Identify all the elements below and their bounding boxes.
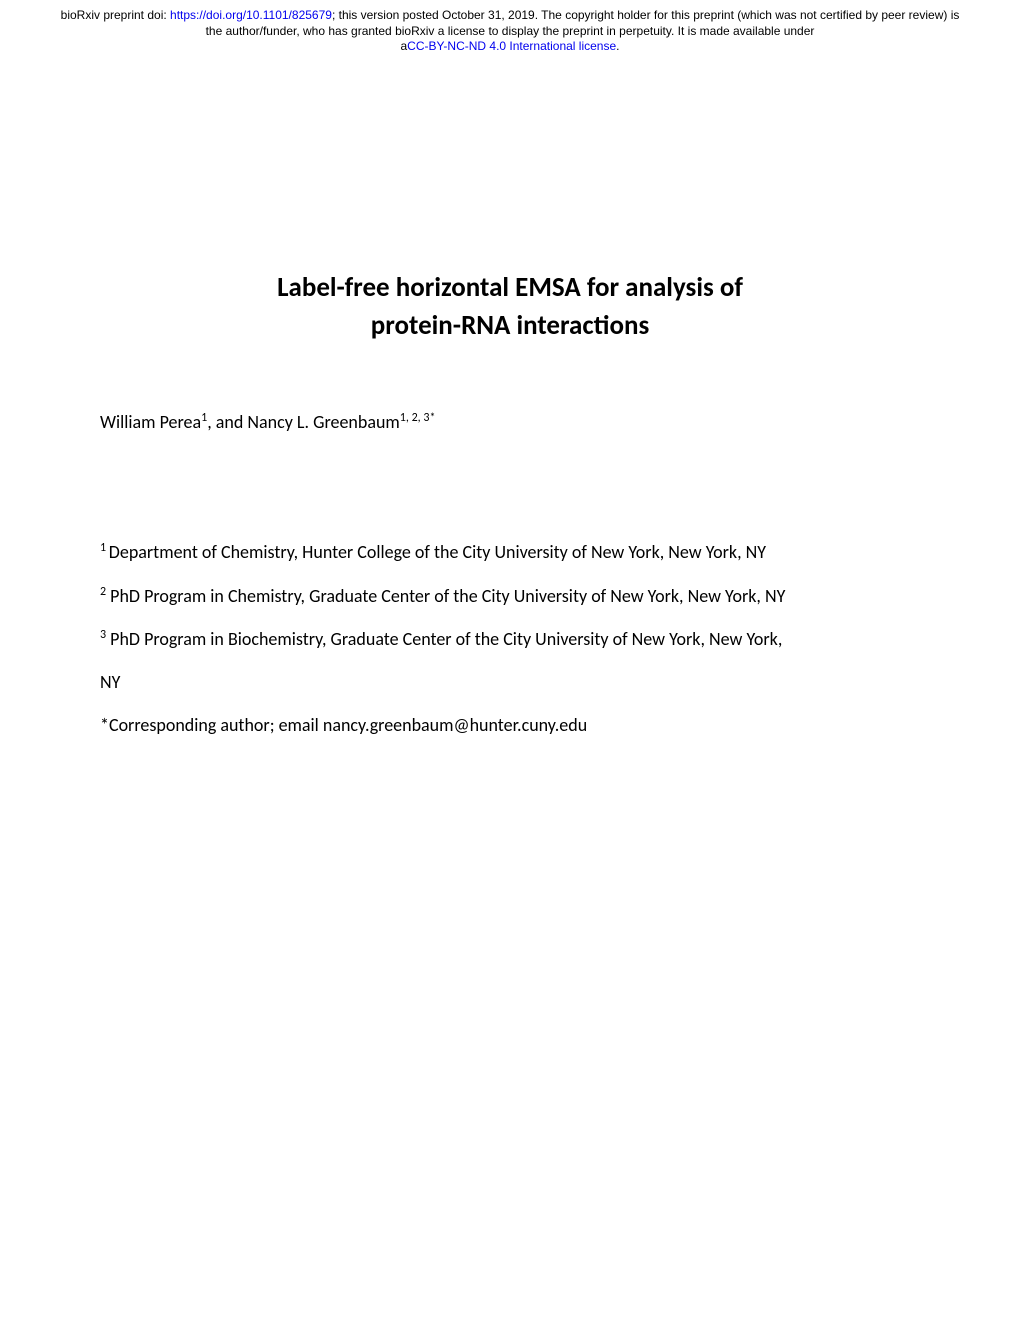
- license-link[interactable]: CC-BY-NC-ND 4.0 International license: [407, 39, 616, 53]
- header-prefix: bioRxiv preprint doi:: [61, 8, 170, 22]
- preprint-header-notice: bioRxiv preprint doi: https://doi.org/10…: [0, 0, 1020, 59]
- corresponding-text: *Corresponding author; email nancy.green…: [100, 714, 587, 736]
- paper-title: Label-free horizontal EMSA for analysis …: [100, 269, 920, 345]
- affiliation-2: 2 PhD Program in Chemistry, Graduate Cen…: [100, 575, 920, 618]
- author-2-sup: 1, 2, 3*: [400, 411, 436, 425]
- aff-1-text: Department of Chemistry, Hunter College …: [109, 541, 766, 563]
- aff-2-text: PhD Program in Chemistry, Graduate Cente…: [106, 585, 785, 607]
- doi-link[interactable]: https://doi.org/10.1101/825679: [170, 8, 332, 22]
- affiliation-3: 3 PhD Program in Biochemistry, Graduate …: [100, 618, 920, 661]
- corresponding-author: *Corresponding author; email nancy.green…: [100, 704, 920, 747]
- aff-3-text: PhD Program in Biochemistry, Graduate Ce…: [106, 628, 782, 650]
- authors-line: William Perea1, and Nancy L. Greenbaum1,…: [100, 409, 920, 436]
- affiliations-block: 1 Department of Chemistry, Hunter Colleg…: [100, 531, 920, 747]
- license-suffix: .: [616, 39, 619, 53]
- aff-1-sup: 1: [100, 541, 109, 555]
- aff-3-text-2: NY: [100, 671, 120, 693]
- title-line-1: Label-free horizontal EMSA for analysis …: [277, 271, 743, 304]
- author-separator: , and: [207, 411, 247, 433]
- title-line-2: protein-RNA interactions: [371, 309, 649, 342]
- document-content: Label-free horizontal EMSA for analysis …: [0, 269, 1020, 748]
- affiliation-3-cont: NY: [100, 661, 920, 704]
- affiliation-1: 1 Department of Chemistry, Hunter Colleg…: [100, 531, 920, 574]
- author-1-name: William Perea: [100, 411, 201, 433]
- author-2-name: Nancy L. Greenbaum: [247, 411, 399, 433]
